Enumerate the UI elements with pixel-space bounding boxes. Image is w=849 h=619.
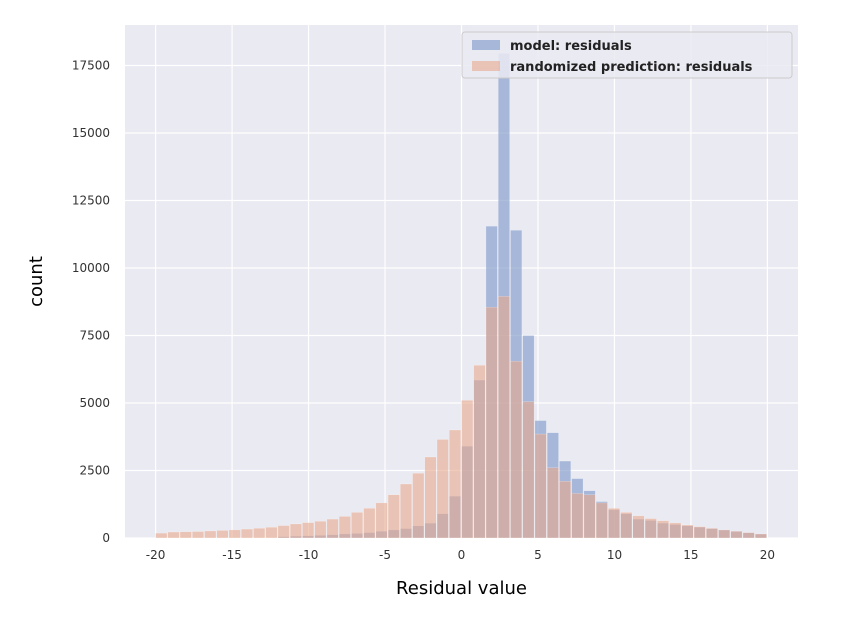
legend-box [461,31,793,79]
randomized-bar-1 [167,531,180,539]
legend-label-randomized: randomized prediction: residuals [510,60,753,75]
legend-swatch-model [472,40,500,50]
randomized-bar-18 [375,502,388,539]
randomized-bar-43 [681,524,694,539]
randomized-bar-47 [730,531,743,539]
y-tick-label-3: 7500 [79,329,110,343]
randomized-bar-35 [583,494,596,539]
y-tick-label-6: 15000 [72,126,110,140]
randomized-bar-26 [473,365,486,539]
randomized-bar-15 [338,516,351,539]
y-tick-label-0: 0 [102,531,110,545]
randomized-bar-33 [559,481,572,539]
randomized-bar-45 [706,528,718,539]
randomized-bar-46 [718,529,731,539]
y-tick-label-5: 12500 [72,194,110,208]
randomized-bar-5 [216,530,229,539]
bars [155,53,767,539]
y-axis-label: count [26,256,47,307]
randomized-bar-30 [522,401,535,539]
randomized-bar-16 [351,512,364,539]
randomized-bar-21 [412,473,425,539]
randomized-bar-42 [669,522,682,539]
randomized-bar-2 [179,531,192,539]
randomized-bar-19 [387,494,400,539]
randomized-bar-9 [265,527,278,539]
tick-labels: -20 -15 -10 -5 0 5 10 15 20 0 2500 5000 7500 10000 125… [72,59,775,563]
x-tick-label-7: 15 [683,548,698,562]
randomized-bar-8 [253,528,266,539]
y-tick-label-4: 10000 [72,261,110,275]
randomized-bar-25 [461,400,474,539]
randomized-bar-29 [510,360,523,539]
randomized-bar-49 [754,533,767,539]
randomized-bar-32 [546,467,559,539]
x-tick-label-2: -10 [299,548,319,562]
randomized-bar-41 [657,520,669,539]
randomized-bar-36 [595,502,608,539]
randomized-bar-12 [302,522,315,539]
y-tick-label-7: 17500 [72,59,110,73]
randomized-bar-31 [534,433,547,539]
randomized-bar-4 [204,530,217,539]
randomized-bar-22 [424,456,437,539]
randomized-bar-20 [400,483,412,539]
x-tick-label-0: -20 [146,548,166,562]
x-axis-label: Residual value [396,578,527,599]
randomized-bar-14 [326,518,339,539]
x-tick-label-4: 0 [458,548,466,562]
y-tick-label-1: 2500 [79,464,110,478]
randomized-bar-34 [571,493,584,539]
legend: model: residuals randomized prediction: … [461,31,793,79]
randomized-bar-23 [436,439,449,539]
x-tick-label-8: 20 [760,548,775,562]
x-tick-label-1: -15 [222,548,242,562]
randomized-bar-38 [620,512,633,539]
randomized-bar-0 [155,532,168,539]
randomized-bar-11 [289,523,302,539]
randomized-bar-10 [277,525,290,539]
randomized-bar-3 [192,531,204,539]
randomized-bar-40 [644,518,657,539]
x-tick-label-3: -5 [379,548,391,562]
legend-label-model: model: residuals [510,39,632,54]
randomized-bar-27 [485,306,498,539]
randomized-bar-6 [228,529,241,539]
legend-swatch-randomized [472,61,500,71]
randomized-bar-37 [608,508,620,539]
randomized-bar-39 [632,515,645,539]
randomized-bar-7 [241,528,253,539]
x-tick-label-5: 5 [534,548,542,562]
randomized-bar-24 [449,429,461,539]
randomized-bar-28 [498,296,510,539]
y-tick-label-2: 5000 [79,396,110,410]
x-tick-label-6: 10 [607,548,622,562]
randomized-bar-13 [314,521,327,539]
randomized-bar-44 [693,526,706,539]
randomized-bar-48 [742,532,755,539]
randomized-bar-17 [363,508,376,539]
